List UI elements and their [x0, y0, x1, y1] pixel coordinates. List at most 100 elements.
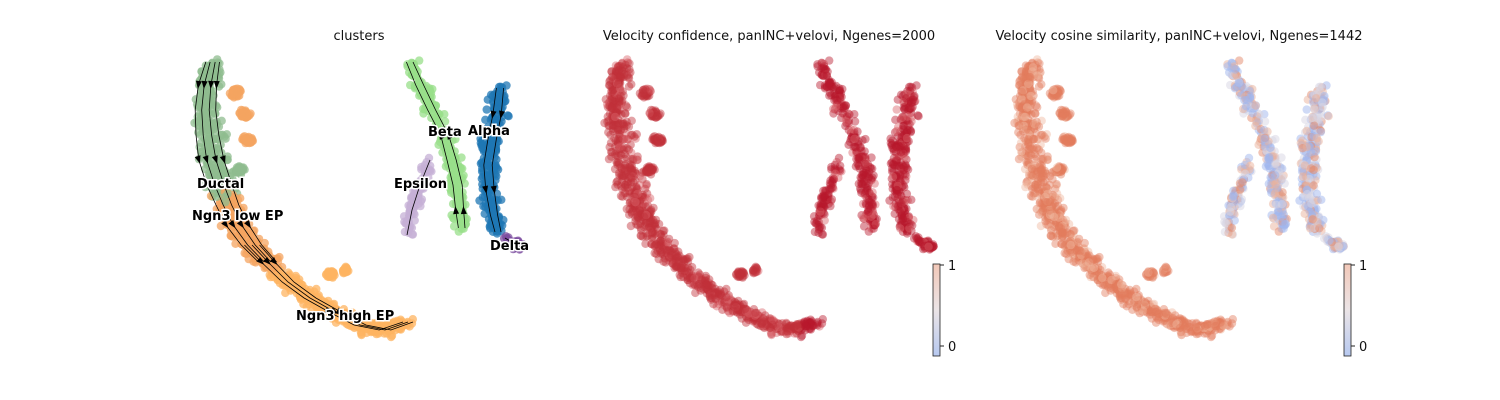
confidence-point [678, 254, 687, 263]
confidence-point [679, 263, 689, 272]
confidence-point [924, 242, 933, 251]
cluster-point [341, 308, 350, 317]
cluster-point [203, 73, 212, 82]
cosine-point [1033, 177, 1042, 186]
cosine-point [1234, 79, 1243, 88]
cluster-point [446, 143, 455, 153]
confidence-point [897, 113, 907, 123]
confidence-point [897, 199, 906, 208]
cluster-point [232, 180, 241, 189]
cluster-point [221, 197, 230, 207]
cosine-point [1260, 134, 1269, 143]
cluster-point [195, 121, 204, 130]
cluster-point [496, 127, 505, 137]
cluster-point [211, 109, 220, 119]
cosine-point [1266, 173, 1275, 182]
cosine-point [1088, 254, 1098, 263]
cosine-point [1260, 117, 1270, 126]
confidence-point [842, 117, 851, 126]
cosine-point [1024, 135, 1033, 144]
cluster-point [486, 224, 495, 233]
confidence-point [611, 125, 621, 134]
cosine-point [1085, 270, 1094, 280]
confidence-point [890, 161, 900, 170]
cosine-point [1016, 147, 1026, 157]
cluster-point [229, 86, 238, 95]
confidence-point [869, 224, 878, 233]
cluster-point [297, 280, 306, 289]
confidence-point [821, 65, 830, 74]
cluster-point [340, 268, 350, 277]
confidence-point [647, 239, 656, 249]
confidence-point [647, 112, 657, 121]
cluster-label-beta: Beta [428, 125, 462, 140]
cluster-point [329, 268, 338, 277]
cluster-point [407, 223, 417, 232]
confidence-point [816, 202, 826, 212]
confidence-points [600, 55, 938, 342]
cluster-point [498, 102, 507, 112]
confidence-point [888, 172, 898, 181]
confidence-point [901, 94, 911, 103]
cluster-point [200, 112, 210, 122]
confidence-point [618, 63, 628, 72]
cluster-point [421, 169, 430, 178]
confidence-point [621, 109, 630, 119]
cluster-point [491, 94, 501, 103]
cosine-point [1278, 173, 1287, 182]
cosine-point [1149, 268, 1158, 277]
cluster-label-epsilon: Epsilon [394, 177, 447, 192]
cluster-point [492, 133, 502, 143]
confidence-point [860, 189, 870, 198]
cluster-point [435, 110, 444, 119]
cluster-point [223, 155, 232, 164]
panel-title: Velocity cosine similarity, panINC+velov… [995, 29, 1362, 44]
cluster-point [407, 230, 417, 239]
confidence-point [722, 302, 732, 312]
cluster-point [213, 103, 222, 112]
cosine-point [1026, 91, 1035, 101]
confidence-point [624, 122, 634, 131]
cluster-point [246, 240, 255, 250]
confidence-point [826, 201, 835, 211]
cluster-point [237, 112, 247, 121]
confidence-point [642, 180, 651, 189]
cosine-point [1069, 257, 1078, 266]
cosine-point [1098, 273, 1107, 283]
cosine-point [1049, 86, 1058, 95]
cosine-point [1106, 283, 1115, 293]
confidence-point [783, 326, 792, 336]
cluster-point [432, 117, 441, 126]
confidence-point [838, 109, 847, 118]
cluster-point [415, 56, 424, 65]
cluster-point [490, 121, 499, 130]
confidence-point [607, 87, 616, 97]
confidence-point [604, 154, 614, 164]
confidence-point [623, 177, 632, 186]
cosine-similarity-points [1010, 55, 1348, 342]
confidence-point [739, 268, 748, 277]
cosine-point [1020, 112, 1030, 122]
panel-clusters: clusters Ductal Ngn3 low EP Ngn3 high EP… [190, 29, 531, 342]
cluster-label-alpha: Alpha [468, 124, 510, 139]
confidence-point [659, 257, 668, 266]
panel-velocity-confidence: Velocity confidence, panINC+velovi, Ngen… [600, 29, 956, 357]
confidence-point [710, 289, 719, 298]
cluster-point [204, 135, 213, 144]
cosine-point [1031, 109, 1040, 119]
cluster-point [451, 134, 460, 144]
confidence-point [902, 133, 912, 143]
cluster-point [201, 182, 210, 192]
confidence-point [621, 188, 630, 198]
cosine-point [1061, 229, 1070, 238]
cluster-point [191, 95, 200, 104]
cluster-point [250, 226, 259, 235]
cosine-point [1034, 122, 1044, 131]
cluster-point [459, 224, 468, 233]
cluster-point [254, 234, 264, 244]
cosine-point [1211, 321, 1220, 331]
cosine-point [1251, 101, 1260, 110]
cluster-point [406, 202, 416, 212]
cluster-point [327, 314, 337, 323]
cluster-point [431, 101, 440, 110]
